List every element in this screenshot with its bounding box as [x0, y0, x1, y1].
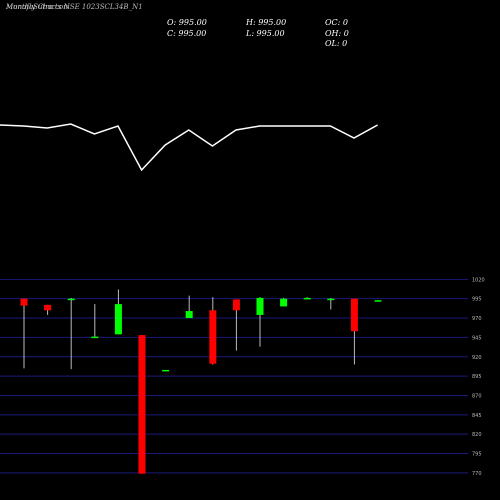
- y-tick-label: 970: [472, 316, 482, 322]
- watermark-site: MunafaSutra.com: [6, 3, 70, 11]
- y-tick-label: 820: [472, 432, 482, 438]
- candle-body: [91, 336, 99, 339]
- y-tick-label: 795: [472, 452, 482, 458]
- ohlc-open: O: 995.00: [167, 18, 207, 27]
- indicator-line: [0, 123, 378, 172]
- candle-body: [350, 298, 358, 332]
- y-tick-label: 845: [472, 413, 482, 419]
- watermark-title: Monthly Charts NSE 1023SCL34B_N1: [6, 3, 143, 11]
- ohlc-high: H: 995.00: [246, 18, 287, 27]
- candle-body: [209, 310, 217, 364]
- candle-body: [114, 304, 122, 335]
- ohlc-low: L: 995.00: [246, 29, 285, 38]
- ohlc-oh: OH: 0: [325, 29, 349, 38]
- candle-body: [162, 369, 170, 372]
- y-tick-label: 995: [472, 297, 482, 303]
- candle-body: [185, 311, 193, 319]
- candle-body: [44, 304, 52, 311]
- ohlc-oc: OC: 0: [325, 18, 349, 27]
- candle-body: [374, 300, 382, 302]
- candle-body: [327, 298, 335, 301]
- candle-body: [20, 298, 28, 306]
- y-tick-label: 770: [472, 471, 482, 477]
- y-tick-label: 1020: [472, 277, 485, 283]
- y-tick-label: 920: [472, 355, 482, 361]
- y-tick-label: 870: [472, 393, 482, 399]
- ohlc-close: C: 995.00: [167, 29, 207, 38]
- y-tick-label: 945: [472, 335, 482, 341]
- candle-body: [67, 298, 75, 301]
- candle-body: [303, 297, 311, 300]
- candle-body: [280, 298, 288, 307]
- y-tick-label: 895: [472, 374, 482, 380]
- candle-body: [232, 299, 240, 311]
- ohlc-ol: OL: 0: [325, 39, 348, 48]
- candle-body: [256, 297, 264, 315]
- candle-body: [138, 335, 146, 474]
